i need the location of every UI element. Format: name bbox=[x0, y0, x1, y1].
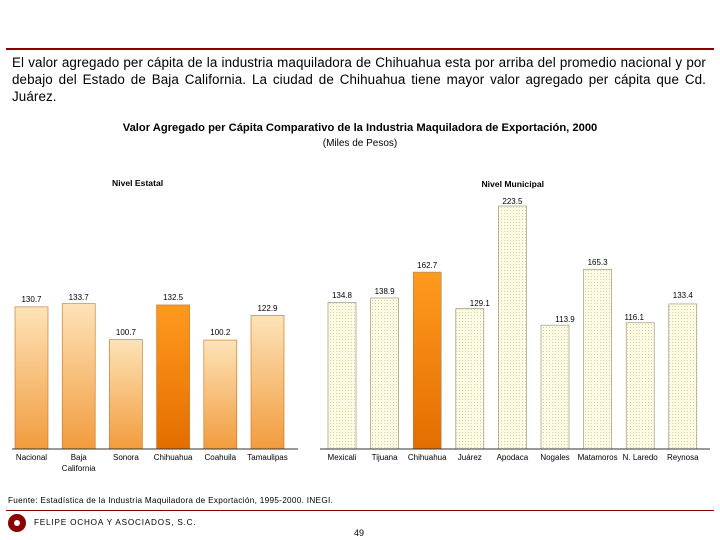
value-label-mexicali: 134.8 bbox=[332, 291, 353, 300]
value-label-nogales: 113.9 bbox=[555, 315, 575, 324]
category-label-ju-rez: Juárez bbox=[458, 453, 482, 462]
group-label-estatal: Nivel Estatal bbox=[112, 178, 163, 188]
value-label-coahuila: 100.2 bbox=[210, 328, 231, 337]
top-rule bbox=[6, 48, 714, 50]
bar-tamaulipas bbox=[250, 315, 285, 450]
value-label-chihuahua: 132.5 bbox=[163, 293, 184, 302]
bar-reynosa bbox=[668, 303, 698, 450]
value-label-tijuana: 138.9 bbox=[375, 287, 396, 296]
category-label-tamaulipas: Tamaulipas bbox=[247, 453, 287, 462]
page-number: 49 bbox=[354, 528, 365, 538]
category-label-sonora: Sonora bbox=[113, 453, 139, 462]
value-label-matamoros: 165.3 bbox=[588, 258, 609, 267]
bar-baja-california bbox=[61, 303, 96, 450]
category-label-matamoros: Matamoros bbox=[578, 453, 618, 462]
value-label-apodaca: 223.5 bbox=[502, 197, 523, 206]
category-label-coahuila: Coahuila bbox=[205, 453, 237, 462]
value-label-ju-rez: 129.1 bbox=[470, 299, 491, 308]
bar-chihuahua bbox=[412, 271, 442, 450]
source-note: Fuente: Estadística de la Industria Maqu… bbox=[8, 496, 334, 505]
category-label-reynosa: Reynosa bbox=[667, 453, 699, 462]
bar-chihuahua bbox=[156, 304, 190, 450]
chart-title: Valor Agregado per Cápita Comparativo de… bbox=[122, 122, 598, 134]
category-label-tijuana: Tijuana bbox=[372, 453, 398, 462]
bar-n-laredo bbox=[625, 322, 655, 450]
bar-mexicali bbox=[327, 302, 357, 450]
intro-paragraph: El valor agregado per cápita de la indus… bbox=[12, 55, 706, 104]
value-label-tamaulipas: 122.9 bbox=[257, 304, 278, 313]
bottom-rule bbox=[6, 510, 714, 511]
value-label-reynosa: 133.4 bbox=[673, 291, 694, 300]
category-label-chihuahua: Chihuahua bbox=[154, 453, 193, 462]
bar-ju-rez bbox=[455, 308, 485, 450]
category-label-apodaca: Apodaca bbox=[497, 453, 529, 462]
value-label-sonora: 100.7 bbox=[116, 328, 137, 337]
bar-sonora bbox=[109, 339, 143, 450]
category-label-n-laredo: N. Laredo bbox=[623, 453, 659, 462]
category-label-california: California bbox=[62, 464, 96, 473]
bar-nogales bbox=[540, 324, 570, 450]
company-logo-icon bbox=[8, 514, 26, 532]
category-label-nacional: Nacional bbox=[16, 453, 47, 462]
group-label-municipal: Nivel Municipal bbox=[481, 179, 544, 189]
bar-matamoros bbox=[583, 268, 612, 450]
chart-subtitle: (Miles de Pesos) bbox=[322, 138, 398, 149]
value-label-nacional: 130.7 bbox=[21, 295, 42, 304]
category-label-baja: Baja bbox=[71, 453, 88, 462]
category-label-mexicali: Mexicali bbox=[328, 453, 357, 462]
value-label-chihuahua: 162.7 bbox=[417, 261, 438, 270]
bar-apodaca bbox=[498, 205, 527, 450]
value-label-baja-california: 133.7 bbox=[69, 293, 90, 302]
category-label-chihuahua: Chihuahua bbox=[408, 453, 447, 462]
bar-coahuila bbox=[203, 339, 238, 450]
value-label-n-laredo: 116.1 bbox=[624, 313, 644, 322]
category-label-nogales: Nogales bbox=[540, 453, 569, 462]
company-name: FELIPE OCHOA Y ASOCIADOS, S.C. bbox=[34, 518, 197, 527]
bar-nacional bbox=[14, 306, 49, 450]
bar-tijuana bbox=[370, 297, 399, 450]
